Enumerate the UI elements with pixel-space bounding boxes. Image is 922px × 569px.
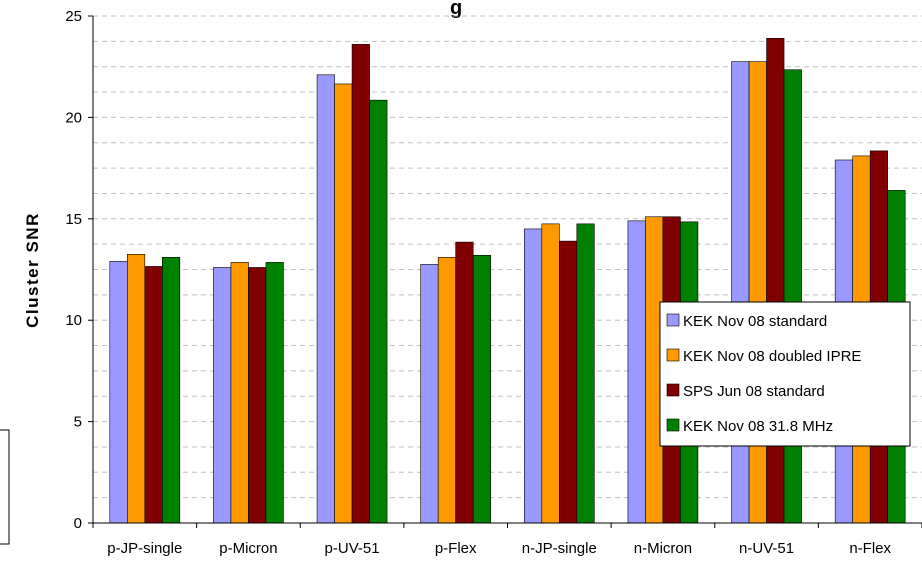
bar <box>334 83 353 524</box>
x-tick-label: p-Micron <box>219 540 277 557</box>
x-tick-label: n-UV-51 <box>739 540 794 557</box>
x-tick-label: n-Micron <box>634 540 692 557</box>
legend-box <box>659 301 911 447</box>
x-tick-label: p-JP-single <box>107 540 182 557</box>
y-tick-label: 10 <box>65 312 82 329</box>
legend-swatch <box>666 418 680 432</box>
legend-entry: SPS Jun 08 standard <box>683 383 825 400</box>
clipped-left-box <box>0 429 10 545</box>
x-tick-label: p-UV-51 <box>325 540 380 557</box>
bar <box>248 267 267 524</box>
bar <box>783 69 802 524</box>
bar <box>472 255 491 524</box>
legend-entry: KEK Nov 08 31.8 MHz <box>683 418 833 435</box>
bar <box>109 261 128 524</box>
bar <box>576 223 595 524</box>
bar <box>265 262 284 524</box>
bar <box>455 241 474 524</box>
legend-swatch <box>666 348 680 362</box>
legend-swatch <box>666 383 680 397</box>
x-tick-label: n-JP-single <box>522 540 597 557</box>
bar <box>420 264 439 524</box>
x-tick-label: n-Flex <box>849 540 891 557</box>
bars <box>109 38 906 524</box>
bar <box>437 257 456 524</box>
y-tick-label: 15 <box>65 211 82 228</box>
chart-title-fragment: g <box>450 0 462 19</box>
bar <box>316 74 335 524</box>
legend-entry: KEK Nov 08 doubled IPRE <box>683 348 861 365</box>
bar <box>351 44 370 524</box>
bar <box>230 262 249 524</box>
y-tick-label: 20 <box>65 109 82 126</box>
x-tick-label: p-Flex <box>435 540 477 557</box>
bar <box>213 267 232 524</box>
y-axis-label: Cluster SNR <box>23 212 42 328</box>
bar <box>144 266 163 524</box>
y-ticks: 0 5 10 15 20 25 <box>65 8 93 532</box>
bar <box>748 61 767 524</box>
y-tick-label: 0 <box>74 515 82 532</box>
bar <box>524 228 543 524</box>
legend-entry: KEK Nov 08 standard <box>683 313 827 330</box>
legend: KEK Nov 08 standard KEK Nov 08 doubled IP… <box>659 301 911 447</box>
bar <box>162 257 181 524</box>
bar <box>559 240 578 524</box>
bar <box>766 38 785 524</box>
bar <box>627 220 646 524</box>
bar <box>127 253 146 524</box>
bar <box>369 99 388 524</box>
y-tick-label: 25 <box>65 8 82 25</box>
y-tick-label: 5 <box>74 414 82 431</box>
x-ticks: p-JP-single p-Micron p-UV-51 p-Flex n-JP-sin… <box>92 523 922 557</box>
legend-swatch <box>666 313 680 327</box>
bar <box>541 223 560 524</box>
bar <box>731 61 750 524</box>
